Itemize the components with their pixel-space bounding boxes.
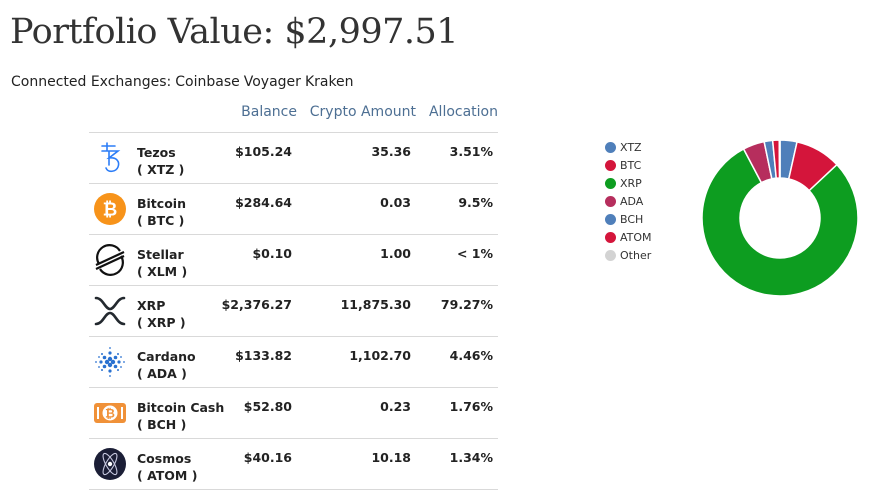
balance-cell: $52.80: [243, 399, 292, 414]
donut-slice-other[interactable]: [778, 139, 781, 179]
legend-label: Other: [620, 248, 652, 262]
header-balance[interactable]: Balance: [241, 104, 297, 120]
coin-symbol: ( ADA ): [137, 366, 187, 381]
coin-name-cell: Bitcoin Cash ( BCH ): [137, 399, 224, 433]
coin-name-cell: Bitcoin ( BTC ): [137, 195, 186, 229]
table-row: Cardano ( ADA ) $133.82 1,102.70 4.46%: [89, 337, 498, 388]
coin-name: Stellar: [137, 247, 184, 262]
legend-swatch: [605, 195, 616, 207]
xrp-icon: [93, 294, 127, 328]
stellar-icon: [93, 243, 127, 277]
coin-symbol: ( ATOM ): [137, 468, 198, 483]
coin-name-cell: XRP ( XRP ): [137, 297, 186, 331]
cosmos-icon: [93, 447, 127, 481]
legend-label: BCH: [620, 212, 644, 226]
legend-label: XTZ: [620, 140, 642, 154]
coin-name: XRP: [137, 298, 166, 313]
legend-item-atom[interactable]: ATOM: [605, 228, 652, 246]
bitcoin-icon: ₿: [93, 192, 127, 226]
coin-symbol: ( BCH ): [137, 417, 187, 432]
coin-name-cell: Cosmos ( ATOM ): [137, 450, 197, 484]
allocation-cell: 1.34%: [449, 450, 493, 465]
exchange-kraken: Kraken: [304, 74, 354, 90]
coin-name: Tezos: [137, 145, 176, 160]
header-crypto-amount[interactable]: Crypto Amount: [309, 104, 416, 120]
svg-text:₿: ₿: [103, 200, 118, 221]
exchanges-label: Connected Exchanges:: [11, 74, 172, 90]
chart-legend: XTZ BTC XRP ADA BCH ATOM Other: [605, 138, 652, 264]
balance-cell: $2,376.27: [221, 297, 292, 312]
coin-symbol: ( XTZ ): [137, 162, 185, 177]
exchange-voyager: Voyager: [243, 74, 301, 90]
coin-name-cell: Cardano ( ADA ): [137, 348, 196, 382]
balance-cell: $105.24: [235, 144, 292, 159]
legend-label: ATOM: [620, 230, 652, 244]
legend-swatch: [605, 231, 616, 243]
portfolio-value-title: Portfolio Value: $2,997.51: [10, 12, 459, 52]
legend-item-btc[interactable]: BTC: [605, 156, 652, 174]
table-row: XRP ( XRP ) $2,376.27 11,875.30 79.27%: [89, 286, 498, 337]
cardano-icon: [93, 345, 127, 379]
legend-label: ADA: [620, 194, 644, 208]
coin-symbol: ( XLM ): [137, 264, 188, 279]
allocation-cell: 3.51%: [449, 144, 493, 159]
connected-exchanges: Connected Exchanges: Coinbase Voyager Krake…: [11, 74, 358, 90]
legend-label: BTC: [620, 158, 642, 172]
coin-name-cell: Stellar ( XLM ): [137, 246, 187, 280]
amount-cell: 0.23: [380, 399, 411, 414]
amount-cell: 10.18: [371, 450, 411, 465]
coin-symbol: ( XRP ): [137, 315, 186, 330]
table-header: Balance Crypto Amount Allocation: [89, 99, 498, 133]
allocation-cell: 9.5%: [458, 195, 493, 210]
legend-swatch: [605, 213, 616, 225]
bitcoin-cash-icon: ₿: [93, 396, 127, 430]
legend-item-other[interactable]: Other: [605, 246, 652, 264]
coin-name-cell: Tezos ( XTZ ): [137, 144, 184, 178]
svg-text:₿: ₿: [105, 407, 115, 421]
coin-name: Cosmos: [137, 451, 192, 466]
table-row: Tezos ( XTZ ) $105.24 35.36 3.51%: [89, 133, 498, 184]
amount-cell: 11,875.30: [340, 297, 411, 312]
allocation-cell: 1.76%: [449, 399, 493, 414]
tezos-icon: [93, 141, 127, 175]
legend-label: XRP: [620, 176, 642, 190]
legend-item-xrp[interactable]: XRP: [605, 174, 652, 192]
legend-swatch: [605, 141, 616, 153]
balance-cell: $284.64: [235, 195, 292, 210]
legend-item-ada[interactable]: ADA: [605, 192, 652, 210]
table-row: ₿ Bitcoin Cash ( BCH ) $52.80 0.23 1.76%: [89, 388, 498, 439]
balance-cell: $133.82: [235, 348, 292, 363]
amount-cell: 1,102.70: [349, 348, 411, 363]
allocation-cell: 79.27%: [440, 297, 493, 312]
balance-cell: $40.16: [243, 450, 292, 465]
allocation-cell: 4.46%: [449, 348, 493, 363]
balance-cell: $0.10: [252, 246, 292, 261]
exchange-coinbase: Coinbase: [175, 74, 240, 90]
coin-name: Cardano: [137, 349, 196, 364]
legend-swatch: [605, 177, 616, 189]
amount-cell: 0.03: [380, 195, 411, 210]
amount-cell: 1.00: [380, 246, 411, 261]
coin-name: Bitcoin: [137, 196, 186, 211]
amount-cell: 35.36: [371, 144, 411, 159]
allocation-cell: < 1%: [456, 246, 493, 261]
legend-item-bch[interactable]: BCH: [605, 210, 652, 228]
header-allocation[interactable]: Allocation: [428, 104, 498, 120]
legend-item-xtz[interactable]: XTZ: [605, 138, 652, 156]
allocation-donut-chart: [701, 139, 859, 297]
coin-symbol: ( BTC ): [137, 213, 185, 228]
coin-name: Bitcoin Cash: [137, 400, 225, 415]
legend-swatch: [605, 249, 616, 261]
table-row: ₿ Bitcoin ( BTC ) $284.64 0.03 9.5%: [89, 184, 498, 235]
legend-swatch: [605, 159, 616, 171]
holdings-table: Balance Crypto Amount Allocation Tezos ( …: [89, 99, 498, 490]
table-row: Stellar ( XLM ) $0.10 1.00 < 1%: [89, 235, 498, 286]
table-row: Cosmos ( ATOM ) $40.16 10.18 1.34%: [89, 439, 498, 490]
donut-slice-xrp[interactable]: [701, 147, 859, 297]
